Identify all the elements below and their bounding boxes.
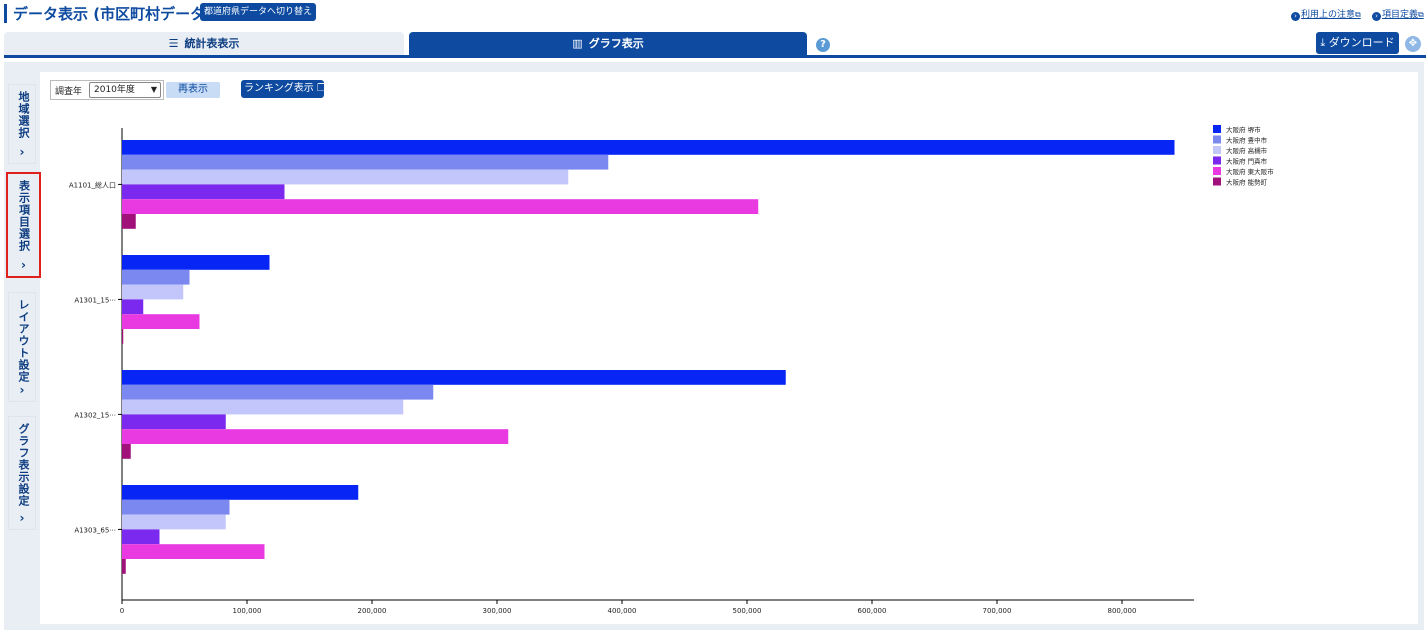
legend-entry: 大阪府 東大阪市 xyxy=(1226,167,1274,176)
legend-entry: 大阪府 能勢町 xyxy=(1226,178,1268,187)
bar-5-cat-2 xyxy=(122,314,200,329)
tab-underline xyxy=(4,55,1426,58)
legend-swatch xyxy=(1213,156,1221,165)
sidebar-item-area[interactable]: 地域選択 › xyxy=(8,84,36,164)
item-definitions-label: 項目定義 xyxy=(1382,10,1419,20)
x-tick-label: 800,000 xyxy=(1108,607,1137,615)
download-icon: ⤓ xyxy=(1320,36,1326,49)
chevron-right-icon: › xyxy=(21,258,26,272)
bar-5-cat-3 xyxy=(122,429,509,444)
usage-notes-label: 利用上の注意 xyxy=(1301,10,1356,20)
x-tick-label: 100,000 xyxy=(233,607,262,615)
bar-4-cat-4 xyxy=(122,529,160,545)
switch-prefecture-button[interactable]: 都道府県データへ切り替え xyxy=(200,3,317,21)
sidebar-item-graph-settings[interactable]: グラフ表示設定 › xyxy=(8,416,36,530)
usage-notes-link[interactable]: › 利用上の注意⧉ xyxy=(1291,7,1361,21)
sidebar-area-label: 地域選択 xyxy=(17,91,30,139)
ranking-button[interactable]: ランキング表示 ❐ xyxy=(241,80,326,98)
chevron-right-icon: › xyxy=(19,383,25,397)
bar-3-cat-2 xyxy=(122,284,184,300)
tab-stats-label: 統計表表示 xyxy=(184,37,240,50)
chevron-right-icon: › xyxy=(19,511,25,525)
tab-stats-table[interactable]: ☰ 統計表表示 xyxy=(4,32,404,56)
x-tick-label: 0 xyxy=(120,607,124,615)
year-control: 調査年 2010年度 ▼ xyxy=(50,80,164,100)
x-tick-label: 300,000 xyxy=(483,607,512,615)
bar-1-cat-1 xyxy=(122,140,1175,155)
fullscreen-icon[interactable]: ✥ xyxy=(1405,36,1421,52)
bar-2-cat-3 xyxy=(122,384,434,400)
bar-chart-icon: ▥ xyxy=(572,37,583,50)
year-label: 調査年 xyxy=(55,87,83,97)
item-definitions-link[interactable]: › 項目定義⧉ xyxy=(1372,7,1424,21)
bar-6-cat-3 xyxy=(122,444,131,459)
bar-4-cat-1 xyxy=(122,184,285,200)
chevron-down-icon: ▼ xyxy=(150,85,157,94)
y-tick-label: A1301_15··· xyxy=(74,296,116,304)
bar-6-cat-2 xyxy=(122,329,124,344)
x-tick-label: 500,000 xyxy=(733,607,762,615)
external-window-icon: ⧉ xyxy=(1355,10,1361,19)
tab-graph[interactable]: ▥ グラフ表示 xyxy=(409,32,807,56)
bar-3-cat-4 xyxy=(122,514,226,530)
x-tick-label: 400,000 xyxy=(608,607,637,615)
legend-swatch xyxy=(1213,125,1221,133)
x-tick-label: 700,000 xyxy=(983,607,1012,615)
chevron-right-icon: › xyxy=(19,145,25,159)
sidebar-item-display-items[interactable]: 表示項目選択 › xyxy=(6,172,41,278)
download-button[interactable]: ⤓ ダウンロード xyxy=(1316,32,1399,54)
legend-entry: 大阪府 門真市 xyxy=(1226,157,1268,166)
bar-2-cat-1 xyxy=(122,154,609,170)
legend-swatch xyxy=(1213,177,1221,186)
bar-2-cat-4 xyxy=(122,499,230,515)
bar-1-cat-2 xyxy=(122,255,270,270)
bar-3-cat-1 xyxy=(122,169,569,185)
page-header: データ表示 (市区町村データ) 都道府県データへ切り替え › 利用上の注意⧉ › 項… xyxy=(0,0,1426,28)
ranking-label: ランキング表示 xyxy=(244,83,314,94)
bar-6-cat-1 xyxy=(122,214,136,229)
legend-entry: 大阪府 堺市 xyxy=(1226,125,1261,134)
bar-6-cat-4 xyxy=(122,559,126,574)
bar-1-cat-3 xyxy=(122,370,786,385)
legend-swatch xyxy=(1213,167,1221,175)
info-icon: › xyxy=(1291,12,1300,21)
legend-entry: 大阪府 高槻市 xyxy=(1226,146,1268,155)
download-label: ダウンロード xyxy=(1328,36,1395,49)
legend-swatch xyxy=(1213,135,1221,144)
bar-2-cat-2 xyxy=(122,269,190,285)
bar-4-cat-2 xyxy=(122,299,144,315)
bar-4-cat-3 xyxy=(122,414,226,430)
sidebar-layout-label: レイアウト設定 xyxy=(17,299,30,383)
x-tick-label: 600,000 xyxy=(858,607,887,615)
list-icon: ☰ xyxy=(168,37,179,50)
year-select-value: 2010年度 xyxy=(94,85,135,95)
sidebar-item-layout[interactable]: レイアウト設定 › xyxy=(8,292,36,402)
legend-entry: 大阪府 豊中市 xyxy=(1226,136,1268,145)
page-title: データ表示 (市区町村データ) xyxy=(13,5,212,23)
sidebar-items-label: 表示項目選択 xyxy=(17,180,31,252)
bar-5-cat-4 xyxy=(122,544,265,559)
popup-window-icon: ❐ xyxy=(316,83,326,94)
x-tick-label: 200,000 xyxy=(358,607,387,615)
bar-1-cat-4 xyxy=(122,485,359,500)
y-tick-label: A1302_15··· xyxy=(74,411,116,419)
y-tick-label: A1101_総人口 xyxy=(69,180,116,189)
bar-5-cat-1 xyxy=(122,199,759,214)
title-accent-bar xyxy=(4,4,7,23)
year-select[interactable]: 2010年度 ▼ xyxy=(89,82,161,98)
legend-swatch xyxy=(1213,146,1221,154)
y-tick-label: A1303_65··· xyxy=(74,526,116,534)
help-icon[interactable]: ? xyxy=(816,38,830,52)
redraw-button[interactable]: 再表示 xyxy=(166,82,220,98)
sidebar-graph-label: グラフ表示設定 xyxy=(17,423,30,507)
external-window-icon: ⧉ xyxy=(1418,10,1424,19)
tab-graph-label: グラフ表示 xyxy=(588,37,644,50)
info-icon: › xyxy=(1372,12,1381,21)
bar-3-cat-3 xyxy=(122,399,404,415)
